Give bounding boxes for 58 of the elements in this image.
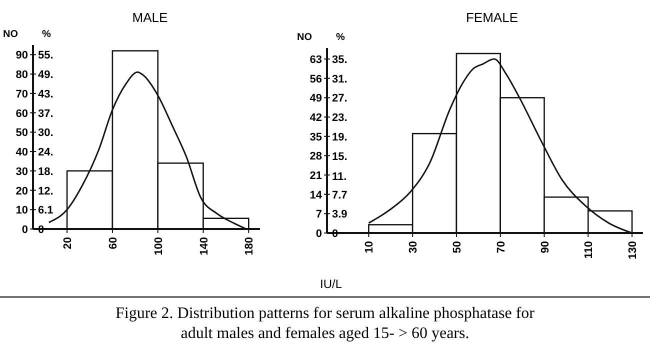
x-tick-label: 90: [539, 241, 552, 254]
y2-tick-label: 6.1: [38, 204, 54, 217]
y2-tick-label: 19.: [332, 131, 348, 144]
y-tick-label: 30: [16, 166, 28, 178]
x-axis-title: IU/L: [320, 277, 342, 291]
y-tick-label: 42: [310, 112, 322, 124]
y2-axis-title: %: [336, 32, 345, 43]
x-tick-label: 20: [62, 237, 74, 250]
y2-axis-title: %: [42, 29, 51, 40]
x-tick-label: 70: [495, 241, 508, 254]
y2-tick-label: 12.: [38, 185, 54, 198]
y2-tick-label: 37.: [38, 108, 54, 120]
y-tick-label: 40: [16, 146, 28, 159]
y-tick-label: 49: [310, 92, 322, 105]
y2-tick-label: 49.: [38, 69, 54, 82]
x-tick-label: 60: [107, 237, 120, 250]
y2-tick-label: 24.: [38, 146, 54, 159]
y-tick-label: 70: [16, 88, 28, 100]
y2-tick-label: 7.7: [332, 190, 348, 202]
chart-title: MALE: [132, 10, 168, 25]
y2-tick-label: 30.: [38, 127, 54, 140]
x-tick-label: 10: [364, 241, 376, 254]
y2-tick-label: 27.: [332, 92, 348, 105]
y-tick-label: 14: [310, 189, 323, 202]
y-tick-label: 50: [16, 127, 28, 140]
y-tick-label: 0: [316, 228, 322, 240]
y2-tick-label: 11.: [332, 170, 347, 183]
y2-tick-label: 43.: [38, 88, 54, 100]
y2-tick-label: 18.: [38, 166, 54, 178]
y2-tick-label: 55.: [38, 50, 54, 62]
y-tick-label: 20: [16, 185, 28, 198]
y2-tick-label: 15.: [332, 151, 348, 164]
x-tick-label: 110: [583, 241, 596, 259]
y-tick-label: 7: [316, 208, 322, 221]
y2-tick-label: 23.: [332, 112, 348, 124]
y-tick-label: 28: [310, 150, 322, 163]
y2-tick-label: 35.: [332, 54, 348, 66]
y-tick-label: 90: [16, 50, 28, 62]
caption: Figure 2. Distribution patterns for serum alkaline phosphatase for adult males and females aged 15- > 60 years.: [115, 305, 536, 342]
x-tick-label: 180: [244, 237, 256, 256]
y-tick-label: 60: [16, 108, 28, 120]
x-tick-label: 130: [627, 241, 640, 260]
y-tick-label: 80: [16, 69, 28, 82]
x-tick-label: 30: [408, 241, 420, 254]
chart-title: FEMALE: [466, 10, 518, 25]
y-tick-label: 63: [310, 54, 322, 66]
y2-tick-label: 31.: [332, 73, 348, 86]
y-tick-label: 0: [22, 224, 28, 236]
y2-tick-label: 3.9: [332, 208, 348, 221]
x-tick-label: 100: [152, 237, 165, 256]
y-axis-title: NO: [3, 29, 18, 40]
y-tick-label: 56: [310, 73, 322, 86]
x-tick-label: 50: [451, 241, 464, 254]
y-tick-label: 10: [16, 204, 28, 217]
y-tick-label: 21: [310, 170, 322, 182]
y-tick-label: 35: [310, 131, 322, 144]
y-axis-title: NO: [297, 32, 312, 43]
x-tick-label: 140: [198, 237, 210, 256]
